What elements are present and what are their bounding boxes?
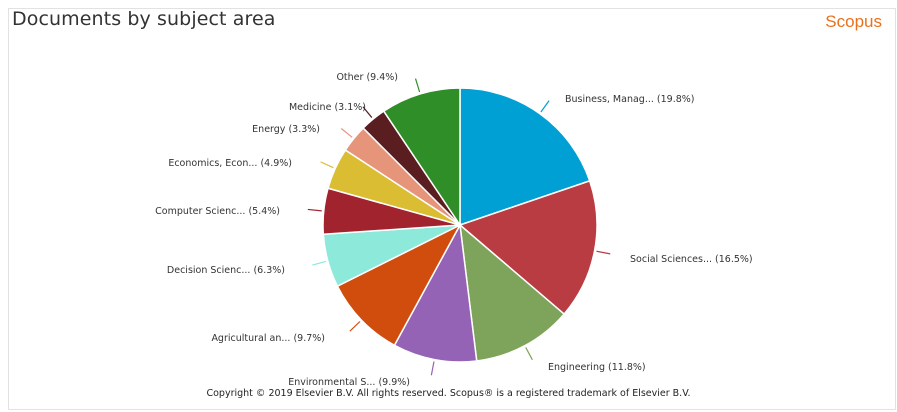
leader-line — [349, 321, 361, 332]
pie-slice[interactable] — [459, 223, 566, 362]
pie-slice[interactable] — [336, 223, 462, 347]
leader-line — [340, 128, 353, 138]
slice-label: Environmental S... (9.9%) — [288, 377, 410, 388]
slice-label: Decision Scienc... (6.3%) — [167, 265, 285, 276]
leader-line — [362, 106, 373, 118]
copyright-notice: Copyright © 2019 Elsevier B.V. All right… — [206, 388, 691, 399]
slice-label: Social Sciences... (16.5%) — [630, 254, 753, 265]
slice-label: Engineering (11.8%) — [548, 362, 646, 373]
leader-line — [312, 260, 327, 266]
pie-slice[interactable] — [393, 222, 478, 363]
slice-label: Economics, Econ... (4.9%) — [168, 158, 292, 169]
chart-title: Documents by subject area — [12, 8, 276, 30]
leader-line — [414, 78, 421, 93]
slice-label: Medicine (3.1%) — [289, 102, 366, 113]
leader-line — [320, 161, 334, 169]
slice-label: Computer Scienc... (5.4%) — [155, 206, 280, 217]
leader-line — [540, 100, 550, 113]
pie-labels: Business, Manag... (19.8%) Social Science… — [155, 72, 753, 388]
slice-label: Business, Manag... (19.8%) — [565, 94, 695, 105]
leader-line — [307, 208, 322, 212]
pie-slice[interactable] — [458, 179, 598, 316]
leader-line — [596, 250, 611, 255]
scopus-logo[interactable]: Scopus — [825, 12, 882, 31]
leader-line — [430, 361, 435, 376]
pie-slice[interactable] — [382, 87, 461, 228]
slice-label: Energy (3.3%) — [252, 124, 320, 135]
pie-leader-lines — [307, 78, 611, 376]
pie-slice[interactable] — [459, 87, 591, 227]
slice-label: Other (9.4%) — [336, 72, 398, 83]
pie-slices — [322, 87, 598, 363]
leader-line — [525, 347, 533, 361]
slice-label: Agricultural an... (9.7%) — [211, 333, 325, 344]
